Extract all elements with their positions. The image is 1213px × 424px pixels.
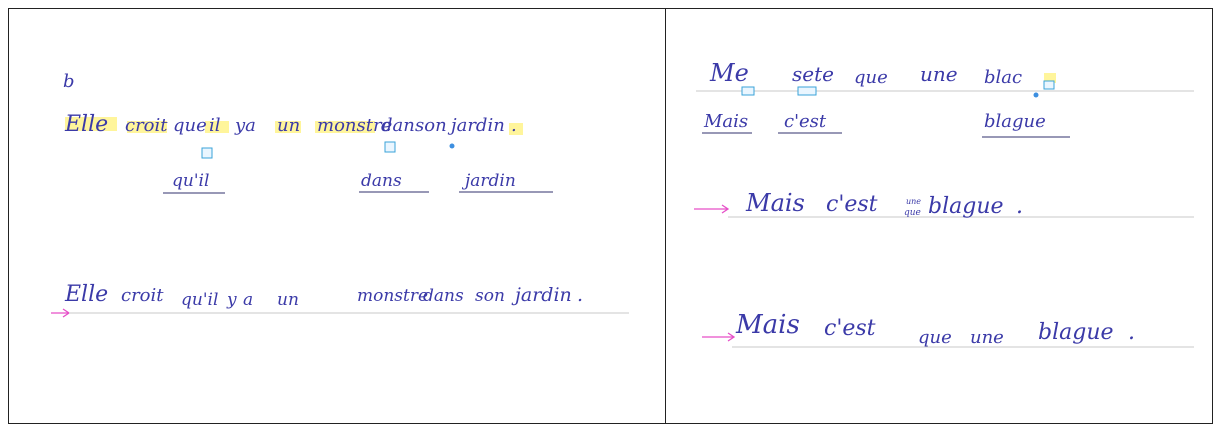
word: . — [511, 115, 517, 136]
word: un — [277, 290, 299, 310]
word: il — [209, 115, 221, 136]
ink-dot — [1033, 92, 1039, 98]
word: ya — [234, 115, 256, 136]
ink-dot — [449, 143, 455, 149]
word: c'est — [826, 192, 878, 217]
correction-box — [1043, 80, 1055, 90]
word: jardin — [511, 284, 572, 306]
arrow-icon — [694, 204, 730, 214]
word: Mais — [735, 310, 800, 340]
word: monstre — [357, 286, 428, 306]
correction-box — [797, 86, 817, 96]
word: Elle — [64, 112, 108, 137]
margin-mark: b — [63, 71, 75, 92]
correction-word: Mais — [703, 111, 748, 132]
word: sete — [792, 62, 834, 86]
word: c'est — [824, 316, 876, 341]
word: croit — [121, 285, 164, 306]
correction-word: dans — [361, 171, 402, 191]
highlight — [65, 117, 117, 131]
correction-word: jardin — [461, 171, 516, 191]
word: une — [906, 197, 921, 206]
right-page: Me sete que une blac Mais c'est blague M… — [665, 8, 1213, 424]
word: son — [475, 286, 505, 306]
word: blague — [928, 194, 1004, 219]
word: . — [1128, 320, 1135, 345]
word: une — [970, 327, 1004, 348]
word: . — [1016, 194, 1023, 219]
highlight — [275, 121, 301, 133]
correction-word: c'est — [784, 111, 827, 132]
word: que — [904, 208, 921, 218]
highlight — [315, 121, 375, 133]
left-page-canvas: b Elle croit que il ya un monstre dan so… — [51, 71, 629, 318]
word: jardin — [447, 115, 505, 136]
word: blague — [1038, 320, 1114, 345]
correction-word: blague — [984, 111, 1046, 132]
word: que — [918, 327, 952, 348]
word: un — [277, 115, 300, 136]
right-page-canvas: Me sete que une blac Mais c'est blague M… — [694, 59, 1194, 348]
word: Mais — [745, 189, 805, 217]
word: monstre — [317, 115, 392, 136]
word: que — [854, 67, 888, 88]
arrow-icon — [51, 308, 71, 318]
left-page: b Elle croit que il ya un monstre dan so… — [8, 8, 666, 424]
correction-word: qu'il — [172, 171, 209, 191]
word: Me — [709, 59, 749, 87]
highlight — [1044, 73, 1056, 83]
word: son — [415, 115, 447, 136]
word: dans — [423, 286, 464, 306]
highlight — [509, 123, 523, 135]
correction-box — [201, 147, 213, 159]
word: . — [577, 284, 583, 306]
word: dan — [381, 115, 415, 136]
word: croit — [125, 115, 168, 136]
highlight — [205, 121, 229, 133]
word: Elle — [64, 282, 108, 307]
correction-box — [384, 141, 396, 153]
arrow-icon — [702, 332, 736, 342]
word: blac — [984, 67, 1022, 88]
word: y — [226, 290, 237, 310]
correction-box — [741, 86, 755, 96]
word: qu'il — [181, 290, 218, 310]
word: que — [173, 115, 207, 136]
highlight — [127, 121, 167, 133]
word: a — [243, 290, 253, 310]
word: une — [920, 62, 958, 86]
